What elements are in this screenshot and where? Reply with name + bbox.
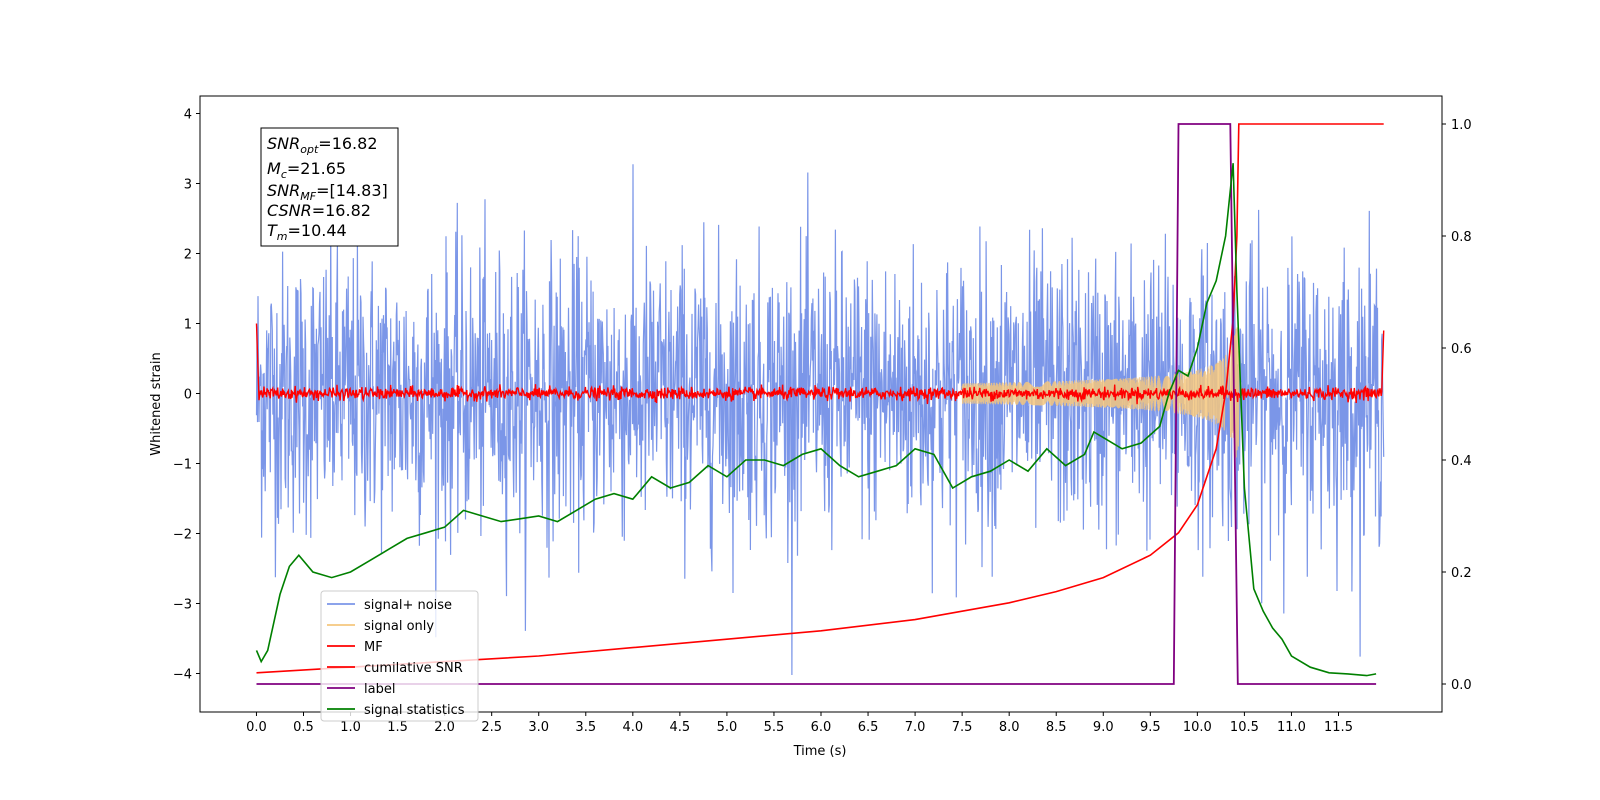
x-tick-label: 4.0	[622, 720, 643, 735]
y-tick-label-left: −4	[173, 668, 192, 683]
y-tick-label-right: 0.6	[1451, 342, 1472, 357]
series-signal-only	[961, 327, 1240, 458]
series-layer	[255, 123, 1385, 685]
annotation-csnr: CSNR=16.82	[267, 201, 371, 220]
x-tick-label: 7.0	[905, 720, 926, 735]
legend-entry: label	[364, 682, 395, 697]
series-cumulative-snr	[256, 123, 1384, 674]
y-tick-label-left: −1	[173, 458, 192, 473]
y-tick-label-left: 3	[184, 178, 192, 193]
x-tick-label: 8.0	[999, 720, 1020, 735]
annotation-box: SNRopt=16.82 Mc=21.65 SNRMF=[14.83] CSNR…	[260, 127, 399, 247]
y-tick-label-right: 0.8	[1451, 230, 1472, 245]
annotation-snr-opt: SNRopt=16.82	[267, 134, 378, 156]
y-tick-label-left: 1	[184, 318, 192, 333]
x-tick-label: 5.0	[717, 720, 738, 735]
x-tick-label: 6.5	[858, 720, 879, 735]
x-tick-label: 7.5	[952, 720, 973, 735]
y-tick-label-right: 0.0	[1451, 678, 1472, 693]
x-tick-label: 11.5	[1324, 720, 1353, 735]
legend-entry: cumilative SNR	[364, 661, 463, 676]
x-tick-label: 10.0	[1183, 720, 1212, 735]
y-tick-label-right: 0.4	[1451, 454, 1472, 469]
x-tick-label: 5.5	[764, 720, 785, 735]
y-tick-label-left: 0	[184, 388, 192, 403]
x-tick-label: 4.5	[670, 720, 691, 735]
legend-entry: signal only	[364, 619, 434, 634]
x-tick-label: 6.0	[811, 720, 832, 735]
x-tick-label: 2.0	[434, 720, 455, 735]
x-tick-label: 0.5	[293, 720, 314, 735]
x-tick-label: 10.5	[1230, 720, 1259, 735]
y-axis-left: 4 3 2 1 0 −1 −2 −3 −4	[173, 108, 200, 683]
series-mf	[255, 323, 1385, 405]
legend: signal+ noise signal only MF cumilative SNR…	[320, 590, 479, 722]
annotation-mc: Mc=21.65	[267, 159, 346, 181]
x-tick-label: 3.0	[528, 720, 549, 735]
x-tick-label: 3.5	[575, 720, 596, 735]
y-tick-label-left: −3	[173, 598, 192, 613]
y-axis-label: Whitened strain	[149, 352, 164, 455]
y-tick-label-right: 0.2	[1451, 566, 1472, 581]
legend-frame	[320, 590, 479, 722]
annotation-tm: Tm=10.44	[267, 221, 347, 243]
y-tick-label-right: 1.0	[1451, 118, 1472, 133]
legend-entry: signal statistics	[364, 703, 465, 718]
series-signal-statistics	[255, 163, 1377, 677]
x-axis-label: Time (s)	[793, 744, 847, 759]
series-signal-noise	[255, 164, 1385, 676]
legend-entry: signal+ noise	[364, 598, 452, 613]
x-tick-label: 1.0	[340, 720, 361, 735]
x-tick-label: 1.5	[387, 720, 408, 735]
y-tick-label-left: −2	[173, 528, 192, 543]
annotation-frame	[260, 127, 399, 247]
x-tick-label: 2.5	[481, 720, 502, 735]
annotation-snr-mf: SNRMF=[14.83]	[267, 181, 388, 203]
series-label	[256, 123, 1377, 685]
y-tick-label-left: 2	[184, 248, 192, 263]
x-tick-label: 8.5	[1046, 720, 1067, 735]
x-tick-label: 9.5	[1140, 720, 1161, 735]
x-tick-label: 0.0	[246, 720, 267, 735]
y-axis-right: 1.0 0.8 0.6 0.4 0.2 0.0	[1442, 118, 1472, 693]
x-axis: 0.0 0.5 1.0 1.5 2.0 2.5 3.0 3.5 4.0 4.5 5.0 5.5 6.0 6…	[246, 712, 1353, 735]
legend-entry: MF	[364, 640, 383, 655]
x-tick-label: 9.0	[1093, 720, 1114, 735]
y-tick-label-left: 4	[184, 108, 192, 123]
x-tick-label: 11.0	[1277, 720, 1306, 735]
